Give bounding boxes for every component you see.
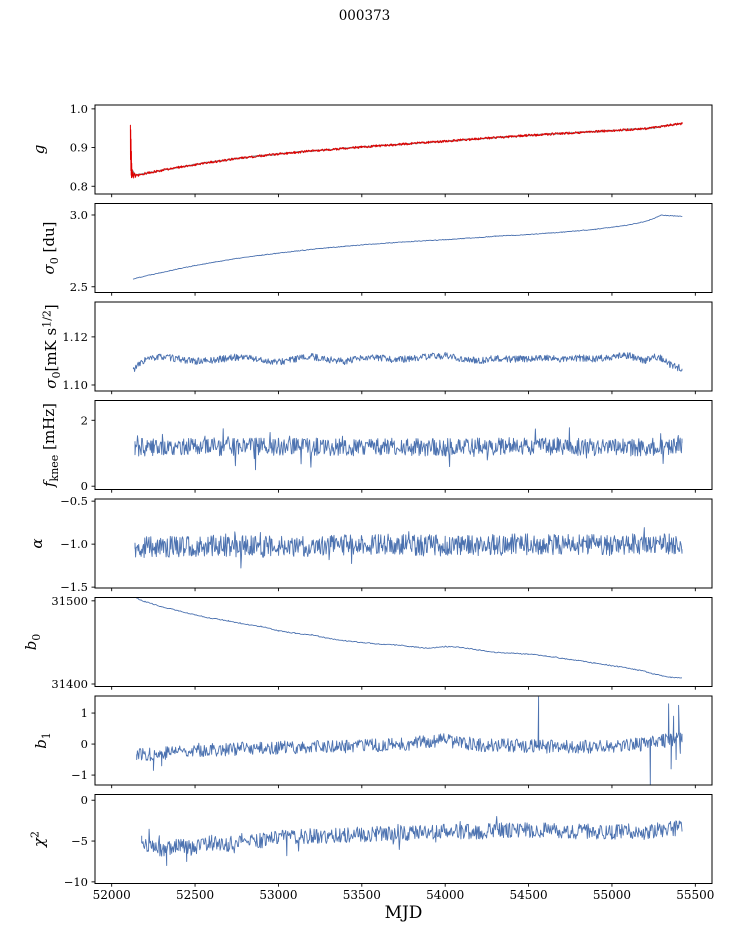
x-tick-label: 52000 bbox=[93, 888, 131, 902]
y-tick-label: 2.5 bbox=[70, 280, 88, 294]
subplot-b1: −1 0 1 b1 bbox=[32, 695, 713, 789]
axes-box bbox=[94, 498, 713, 589]
x-tick-label: 54000 bbox=[426, 888, 464, 902]
y-tick-label: −1.0 bbox=[60, 537, 88, 551]
series-gain bbox=[129, 122, 683, 179]
axes-box bbox=[94, 794, 713, 884]
y-tick-label: 1 bbox=[81, 706, 88, 720]
series-chi2 bbox=[141, 815, 683, 866]
subplot-b0: 31400 31500 b0 bbox=[22, 594, 713, 691]
y-tick-label: 31400 bbox=[51, 677, 88, 691]
x-tick-label: 52500 bbox=[176, 888, 214, 902]
y-tick-label: 3.0 bbox=[70, 208, 88, 222]
y-axis-label: σ0[mK s1/2] bbox=[41, 304, 64, 389]
series-alpha bbox=[134, 527, 683, 569]
y-axis-label: α bbox=[28, 538, 46, 548]
y-tick-label: 0 bbox=[81, 793, 88, 807]
x-tick-label: 53500 bbox=[343, 888, 381, 902]
x-axis-label: MJD bbox=[384, 903, 423, 923]
y-tick-label: −0.5 bbox=[60, 494, 88, 508]
axes-box bbox=[94, 301, 713, 392]
y-tick-label: 0 bbox=[81, 737, 88, 751]
x-tick-label: 55000 bbox=[593, 888, 631, 902]
y-tick-label: −1 bbox=[71, 768, 88, 782]
series-b1 bbox=[136, 696, 683, 785]
series-fknee bbox=[134, 427, 683, 471]
subplot-sigma0-du: 2.5 3.0 σ0 [du] bbox=[40, 203, 713, 296]
y-axis-label: fknee [mHz] bbox=[40, 403, 61, 488]
y-tick-label: 0.8 bbox=[70, 179, 88, 193]
x-tick-label: 53000 bbox=[259, 888, 297, 902]
x-tick-label: 55500 bbox=[676, 888, 714, 902]
y-axis-label: σ0 [du] bbox=[40, 222, 61, 275]
y-tick-label: 1.10 bbox=[62, 378, 88, 392]
y-axis-label: b0 bbox=[22, 634, 43, 651]
axes-box bbox=[94, 104, 713, 195]
axes-box bbox=[94, 400, 713, 490]
y-axis-label: g bbox=[30, 145, 48, 155]
y-tick-label: 31500 bbox=[51, 594, 88, 608]
subplot-alpha: −0.5 −1.0 −1.5 α bbox=[28, 494, 713, 594]
y-axis-label: b1 bbox=[32, 732, 53, 749]
axes-box bbox=[94, 695, 713, 786]
subplot-g: 0.8 0.9 1.0 g bbox=[30, 102, 713, 198]
y-tick-label: −5 bbox=[71, 834, 88, 848]
y-tick-label: 0 bbox=[81, 479, 88, 493]
subplot-chi2: 0 −5 −10 52000 52500 53000 53500 54000 54500 5500… bbox=[29, 793, 715, 902]
series-sigma0-du bbox=[132, 214, 683, 280]
y-tick-label: 0.9 bbox=[70, 141, 88, 155]
axes-box bbox=[94, 203, 713, 293]
y-tick-label: −10 bbox=[64, 875, 88, 889]
series-sigma0-mk bbox=[132, 351, 683, 373]
series-b0 bbox=[133, 597, 683, 679]
y-tick-label: 1.12 bbox=[62, 330, 88, 344]
y-tick-label: 1.0 bbox=[70, 102, 88, 116]
figure-title: 000373 bbox=[338, 8, 391, 24]
y-axis-label: χ2 bbox=[29, 831, 49, 848]
y-tick-label: 2 bbox=[81, 413, 88, 427]
x-tick-label: 54500 bbox=[509, 888, 547, 902]
subplot-fknee: 0 2 fknee [mHz] bbox=[40, 400, 713, 493]
axes-box bbox=[94, 597, 713, 687]
y-tick-label: −1.5 bbox=[60, 580, 88, 594]
